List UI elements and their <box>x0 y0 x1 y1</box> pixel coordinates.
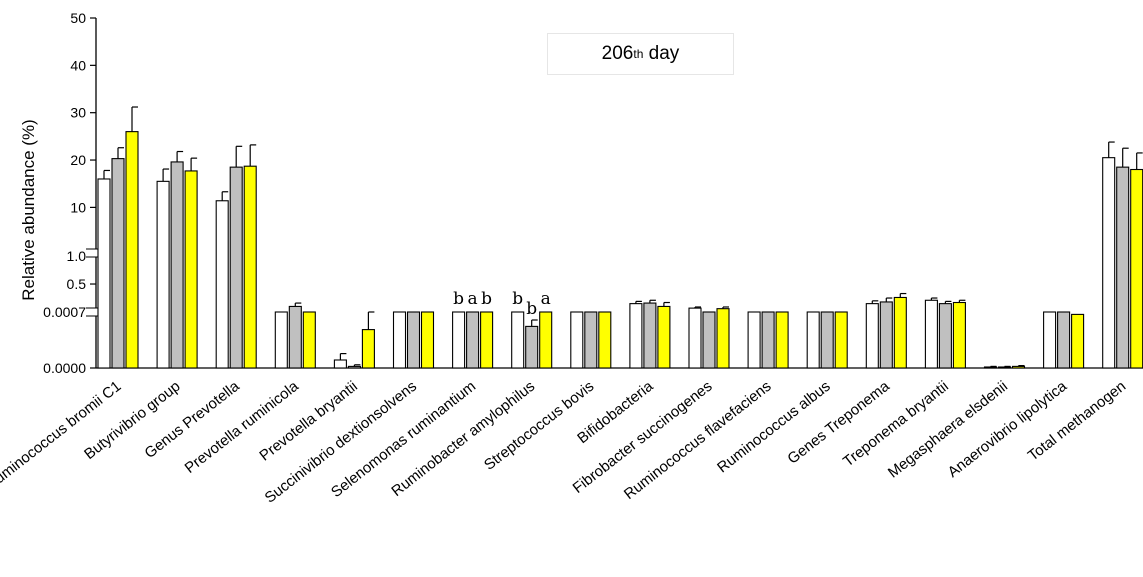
bar-genus-prevotella-s1 <box>215 200 229 369</box>
y-tick-label: 1.0 <box>67 248 87 264</box>
bar-total-methanogen-s1 <box>1102 157 1116 369</box>
bar-butyrivibrio-group-s1 <box>156 180 170 369</box>
bar-anaerovibrio-lipolytica-s3 <box>1071 313 1085 369</box>
bar-treponema-bryantii-s1 <box>924 299 938 369</box>
bar-fibrobacter-succinogenes-s2 <box>702 311 716 369</box>
x-tick-label-prevotella-ruminicola: Prevotella ruminicola <box>182 377 303 477</box>
bar-anaerovibrio-lipolytica-s2 <box>1057 311 1071 369</box>
bar-ruminococcus-albus-s1 <box>806 311 820 369</box>
significance-letter: a <box>468 289 478 309</box>
bar-total-methanogen-s3 <box>1130 168 1143 369</box>
bar-butyrivibrio-group-s2 <box>170 161 184 369</box>
bar-genus-prevotella-s3 <box>243 165 257 369</box>
bar-butyrivibrio-group-s3 <box>184 170 198 369</box>
bar-selenomonas-ruminantium-s1 <box>452 311 466 369</box>
bar-genes-treponema-s2 <box>879 301 893 369</box>
axis-break-gap <box>86 308 1143 316</box>
bar-prevotella-ruminicola-s3 <box>302 311 316 369</box>
bar-anaerovibrio-lipolytica-s1 <box>1043 311 1057 369</box>
bar-ruminococcus-bromii-c1-s2 <box>111 158 125 369</box>
y-axis: 0.0000 0.0007 0.5 1.0 10 20 30 40 50 <box>43 10 1143 376</box>
significance-letter: b <box>526 299 537 319</box>
bar-genus-prevotella-s2 <box>229 166 243 369</box>
chart-title-rest: day <box>643 43 680 64</box>
bar-selenomonas-ruminantium-s3 <box>480 311 494 369</box>
significance-letter: b <box>512 289 523 309</box>
bar-fibrobacter-succinogenes-s3 <box>716 308 730 369</box>
y-tick-label: 50 <box>70 10 86 26</box>
bar-succinivibrio-dextionsolvens-s3 <box>420 311 435 369</box>
y-tick-label: 10 <box>70 199 86 215</box>
y-tick-label: 20 <box>70 152 86 168</box>
chart-title-main: 206 <box>601 43 634 64</box>
bar-total-methanogen-s2 <box>1116 166 1130 369</box>
bar-ruminococcus-albus-s2 <box>820 311 834 369</box>
bar-streptococcus-bovis-s3 <box>598 311 612 369</box>
bar-ruminococcus-flavefaciens-s1 <box>747 311 761 369</box>
x-tick-label-prevotella-bryantii: Prevotella bryantii <box>256 378 360 465</box>
bar-treponema-bryantii-s2 <box>938 303 952 369</box>
x-tick-label-genes-treponema: Genes Treponema <box>784 377 893 467</box>
bar-fibrobacter-succinogenes-s1 <box>688 307 702 369</box>
bar-ruminococcus-flavefaciens-s3 <box>775 311 789 369</box>
x-tick-label-total-methanogen: Total methanogen <box>1025 378 1129 465</box>
bar-bifidobacteria-s1 <box>629 303 643 369</box>
chart-title-superscript: th <box>633 47 644 61</box>
y-tick-label: 0.0007 <box>43 304 86 320</box>
bar-ruminobacter-amylophilus-s3 <box>539 311 553 369</box>
bar-ruminococcus-flavefaciens-s2 <box>761 311 775 369</box>
y-tick-label: 40 <box>70 57 86 73</box>
bar-streptococcus-bovis-s2 <box>584 311 598 369</box>
bar-succinivibrio-dextionsolvens-s2 <box>406 311 421 369</box>
bar-selenomonas-ruminantium-s2 <box>466 311 480 369</box>
x-tick-label-ruminococcus-albus: Ruminococcus albus <box>714 378 834 477</box>
significance-letter: b <box>481 289 492 309</box>
bar-ruminococcus-bromii-c1-s1 <box>97 178 111 369</box>
bar-ruminococcus-albus-s3 <box>834 311 848 369</box>
y-tick-label: 30 <box>70 105 86 121</box>
y-tick-label: 0.0000 <box>43 360 86 376</box>
bar-bifidobacteria-s2 <box>643 302 657 369</box>
bar-treponema-bryantii-s3 <box>952 301 966 369</box>
bar-genes-treponema-s1 <box>865 303 879 369</box>
significance-letter: a <box>541 289 551 309</box>
bar-prevotella-ruminicola-s2 <box>288 305 302 369</box>
bar-ruminobacter-amylophilus-s1 <box>511 311 525 369</box>
x-tick-label-treponema-bryantii: Treponema bryantii <box>840 378 952 471</box>
axis-break-gap <box>86 249 1143 257</box>
bar-prevotella-bryantii-s1 <box>333 359 347 369</box>
bar-ruminococcus-bromii-c1-s3 <box>125 131 139 369</box>
bar-bifidobacteria-s3 <box>657 305 671 369</box>
bar-genes-treponema-s3 <box>893 296 907 369</box>
bar-prevotella-ruminicola-s1 <box>274 311 288 369</box>
x-tick-label-streptococcus-bovis: Streptococcus bovis <box>481 378 597 474</box>
bar-streptococcus-bovis-s1 <box>570 311 584 369</box>
bar-prevotella-bryantii-s2 <box>347 365 361 369</box>
significance-letter: b <box>453 289 464 309</box>
bar-succinivibrio-dextionsolvens-s1 <box>392 311 407 369</box>
bar-megasphaera-elsdenii-s3 <box>1011 365 1026 369</box>
bar-prevotella-bryantii-s3 <box>361 329 375 369</box>
y-tick-label: 0.5 <box>67 276 87 292</box>
y-axis-label: Relative abundance (%) <box>19 119 38 300</box>
bar-ruminobacter-amylophilus-s2 <box>525 325 539 369</box>
